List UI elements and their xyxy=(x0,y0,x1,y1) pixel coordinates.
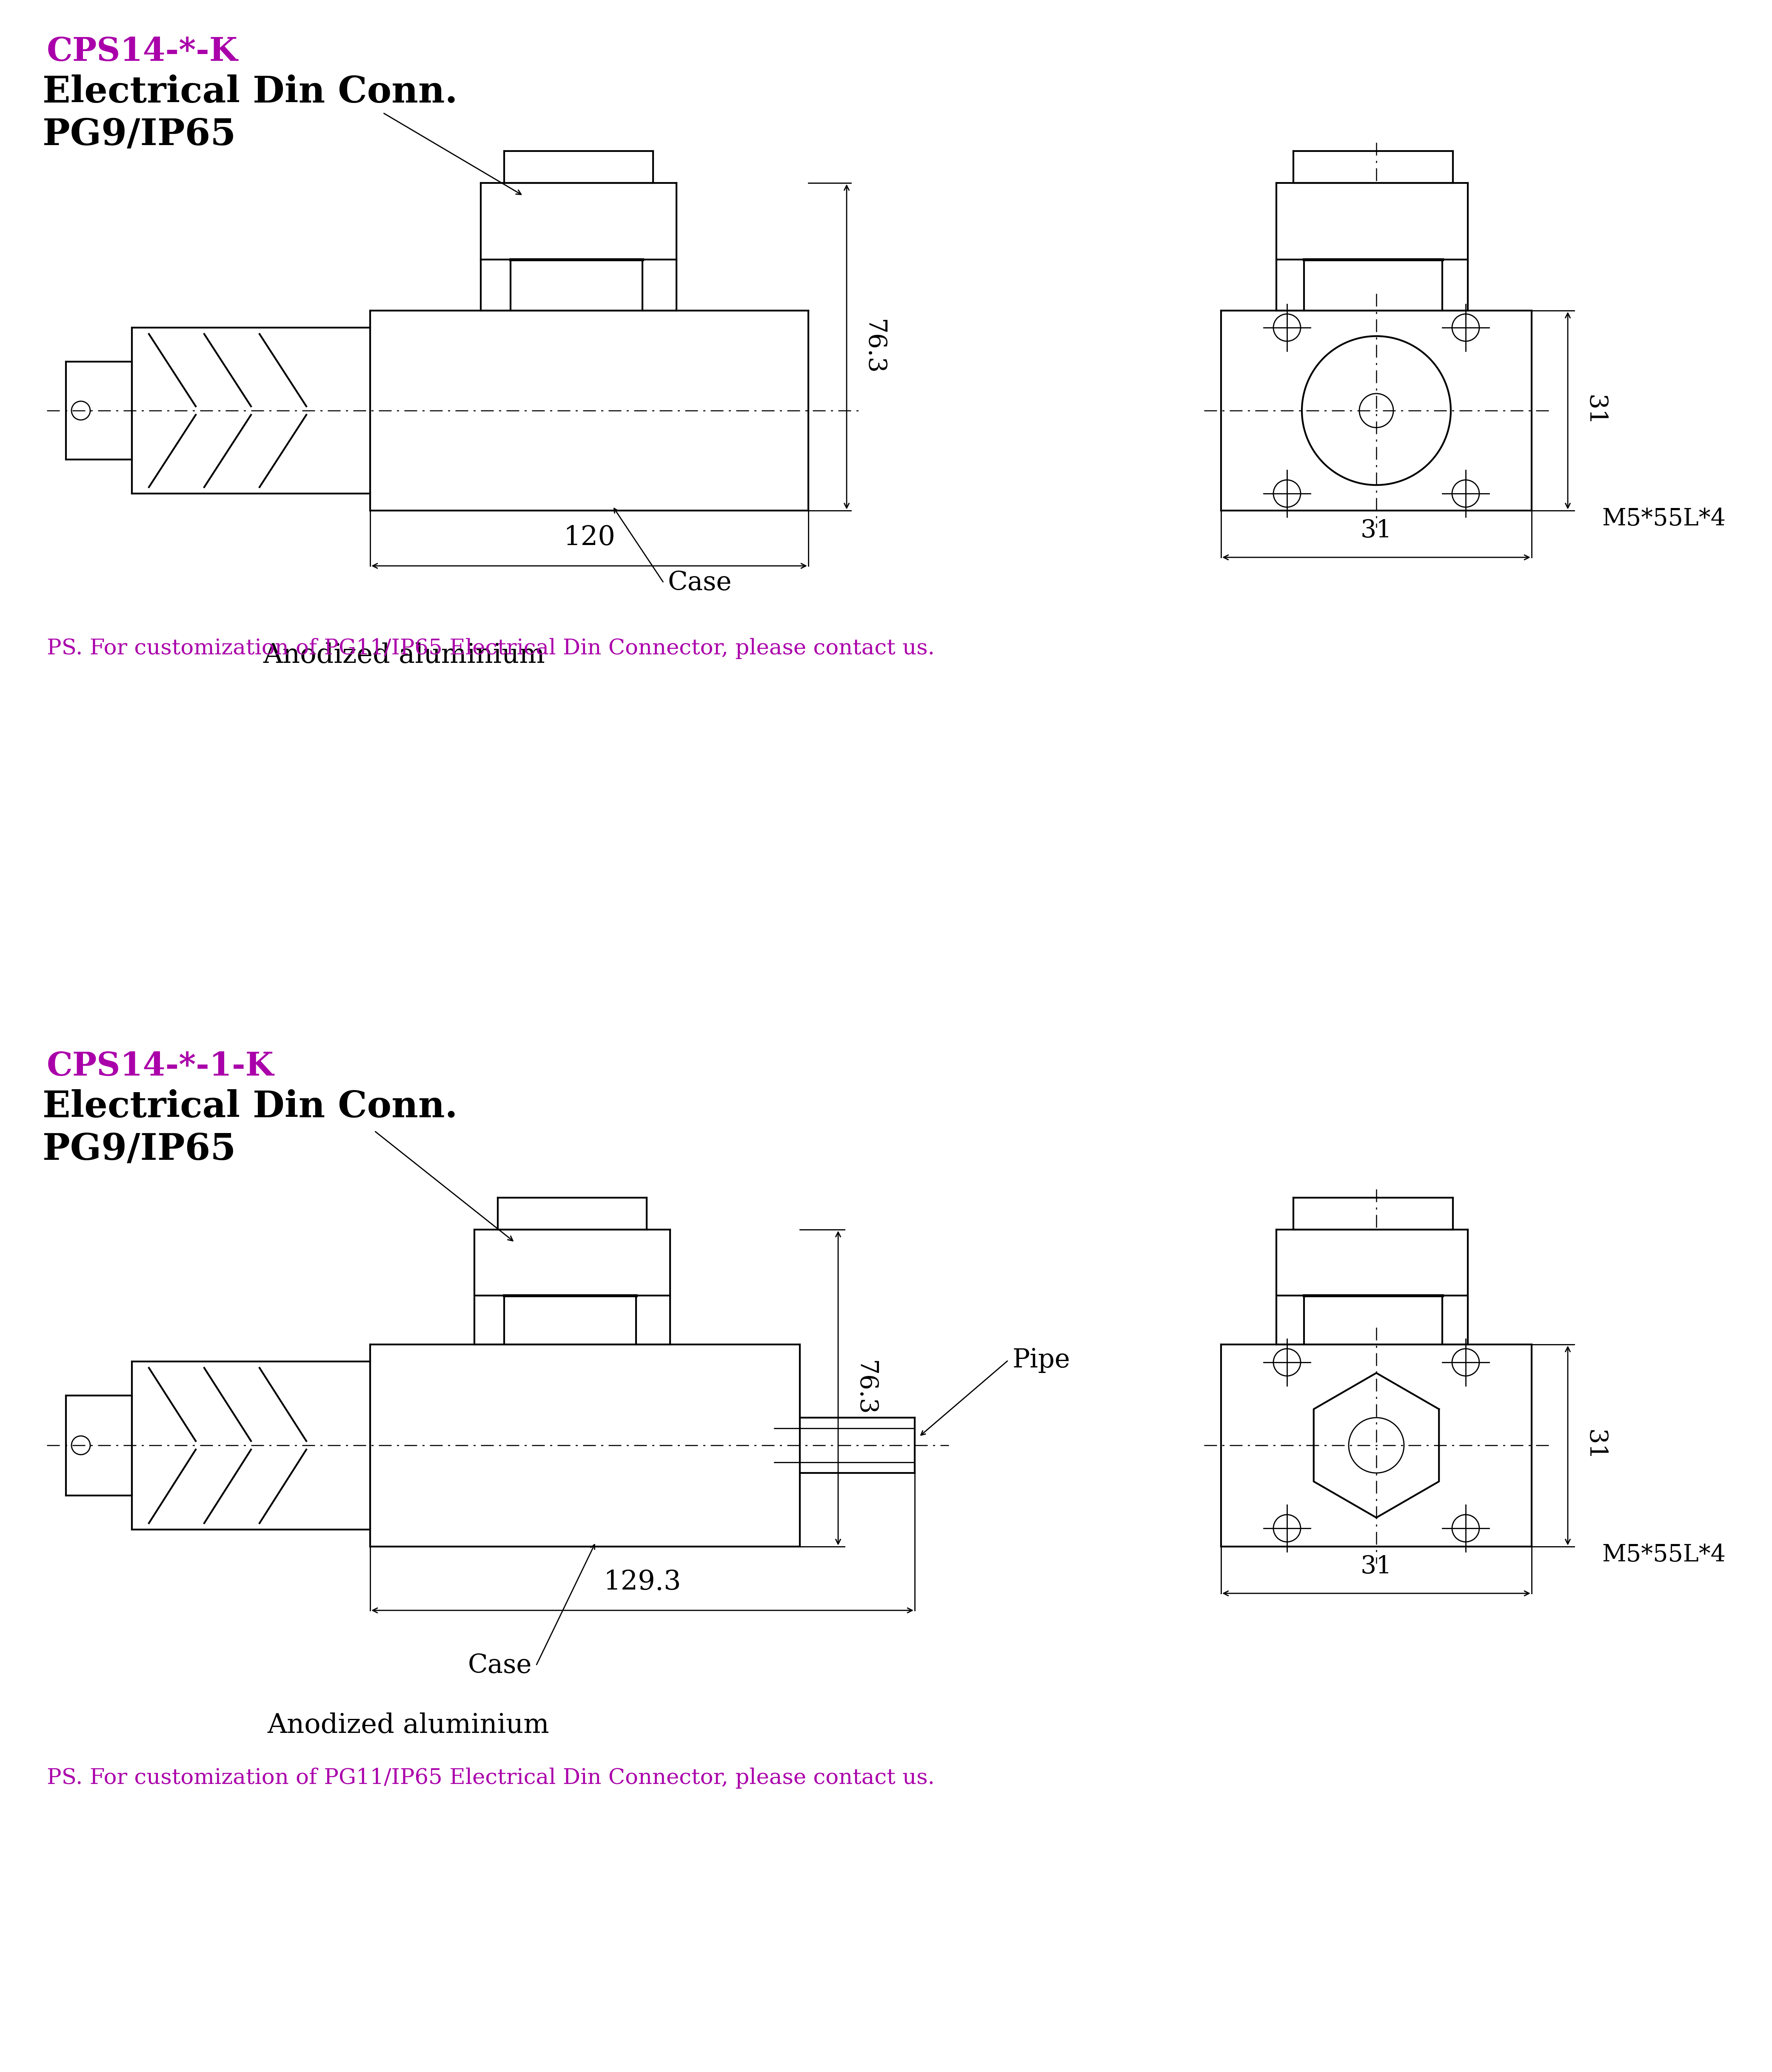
Text: Electrical Din Conn.: Electrical Din Conn. xyxy=(43,1090,457,1125)
Text: Anodized aluminium: Anodized aluminium xyxy=(268,1711,549,1738)
Text: 31: 31 xyxy=(1582,1430,1607,1461)
Text: 31: 31 xyxy=(1361,518,1393,543)
Text: M5*55L*4: M5*55L*4 xyxy=(1602,508,1726,530)
Text: PS. For customization of PG11/IP65 Electrical Din Connector, please contact us.: PS. For customization of PG11/IP65 Elect… xyxy=(46,1767,934,1788)
Text: PG9/IP65: PG9/IP65 xyxy=(43,116,236,153)
Text: 31: 31 xyxy=(1582,396,1607,427)
Text: Case: Case xyxy=(468,1653,532,1678)
Text: Case: Case xyxy=(668,570,732,595)
Text: Electrical Din Conn.: Electrical Din Conn. xyxy=(43,75,457,110)
Text: PG9/IP65: PG9/IP65 xyxy=(43,1131,236,1167)
Text: CPS14-*-K: CPS14-*-K xyxy=(46,35,237,68)
Text: PS. For customization of PG11/IP65 Electrical Din Connector, please contact us.: PS. For customization of PG11/IP65 Elect… xyxy=(46,638,934,659)
Text: 76.3: 76.3 xyxy=(861,319,886,375)
Text: CPS14-*-1-K: CPS14-*-1-K xyxy=(46,1051,275,1082)
Text: 129.3: 129.3 xyxy=(604,1569,680,1595)
Text: Pipe: Pipe xyxy=(1012,1347,1070,1374)
Text: 31: 31 xyxy=(1361,1554,1393,1579)
Text: Anodized aluminium: Anodized aluminium xyxy=(264,642,546,669)
Text: 120: 120 xyxy=(563,524,615,551)
Text: M5*55L*4: M5*55L*4 xyxy=(1602,1544,1726,1566)
Text: 76.3: 76.3 xyxy=(852,1359,877,1415)
